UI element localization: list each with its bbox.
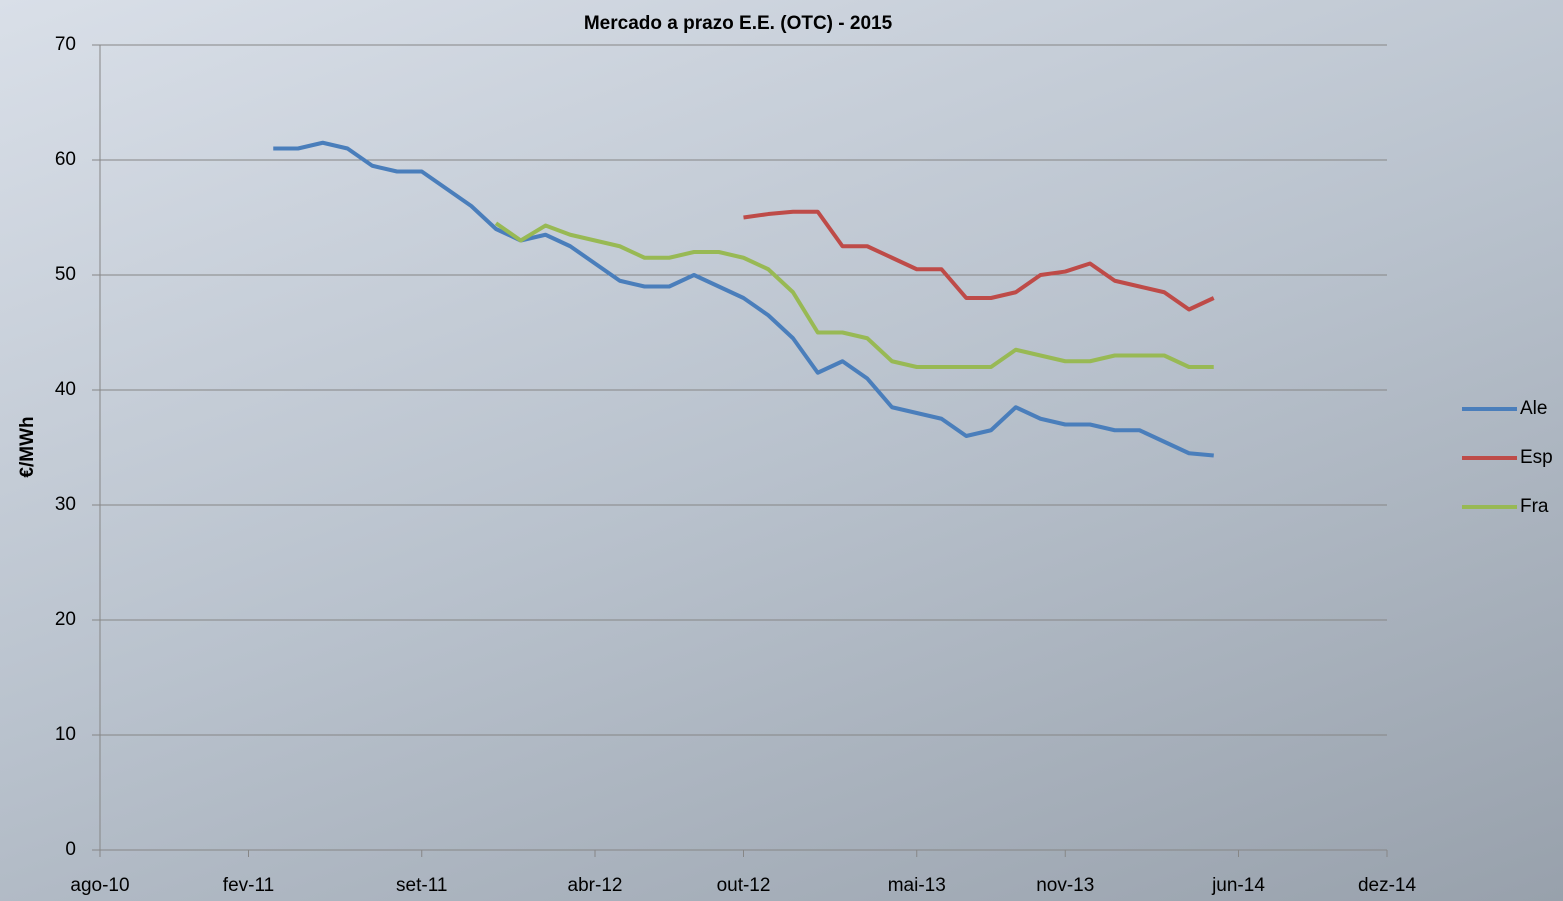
y-tick-label: 20 bbox=[55, 609, 76, 630]
legend-label: Ale bbox=[1520, 398, 1547, 419]
y-axis-title: €/MWh bbox=[17, 416, 38, 477]
x-tick-label: out-12 bbox=[717, 875, 771, 896]
x-tick-label: set-11 bbox=[396, 875, 447, 896]
x-tick-label: ago-10 bbox=[70, 875, 129, 896]
x-tick-label: mai-13 bbox=[888, 875, 946, 896]
y-tick-label: 0 bbox=[65, 839, 76, 860]
x-tick-label: jun-14 bbox=[1211, 875, 1265, 896]
x-tick-label: nov-13 bbox=[1036, 875, 1094, 896]
x-tick-label: fev-11 bbox=[223, 875, 274, 896]
series-line bbox=[743, 209, 1215, 312]
x-tick-label: abr-12 bbox=[568, 875, 623, 896]
y-tick-label: 70 bbox=[55, 34, 76, 55]
y-tick-label: 40 bbox=[55, 379, 76, 400]
series-line bbox=[494, 221, 1214, 369]
y-tick-label: 60 bbox=[55, 149, 76, 170]
chart-title: Mercado a prazo E.E. (OTC) - 2015 bbox=[584, 13, 893, 34]
legend-label: Fra bbox=[1520, 496, 1549, 517]
y-tick-label: 30 bbox=[55, 494, 76, 515]
legend-label: Esp bbox=[1520, 447, 1553, 468]
series-line bbox=[273, 140, 1214, 458]
x-tick-label: dez-14 bbox=[1358, 875, 1417, 896]
y-tick-label: 10 bbox=[55, 724, 76, 745]
y-tick-label: 50 bbox=[55, 264, 76, 285]
